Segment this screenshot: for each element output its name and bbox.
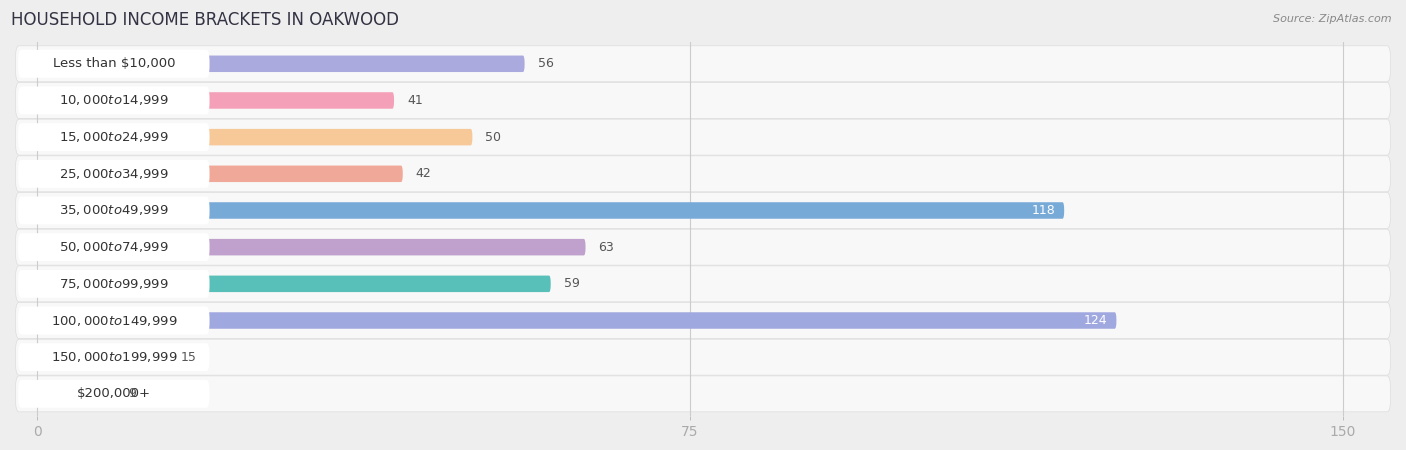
FancyBboxPatch shape <box>37 166 402 182</box>
Text: 124: 124 <box>1084 314 1108 327</box>
FancyBboxPatch shape <box>15 46 1391 82</box>
Text: 41: 41 <box>408 94 423 107</box>
FancyBboxPatch shape <box>18 270 209 298</box>
Text: $200,000+: $200,000+ <box>77 387 150 400</box>
Text: 42: 42 <box>416 167 432 180</box>
Text: $10,000 to $14,999: $10,000 to $14,999 <box>59 94 169 108</box>
FancyBboxPatch shape <box>18 86 209 114</box>
FancyBboxPatch shape <box>18 380 209 408</box>
FancyBboxPatch shape <box>15 266 1391 302</box>
Text: $150,000 to $199,999: $150,000 to $199,999 <box>51 350 177 364</box>
FancyBboxPatch shape <box>37 349 167 365</box>
FancyBboxPatch shape <box>15 119 1391 155</box>
FancyBboxPatch shape <box>37 55 524 72</box>
FancyBboxPatch shape <box>18 123 209 151</box>
FancyBboxPatch shape <box>15 156 1391 192</box>
FancyBboxPatch shape <box>37 275 551 292</box>
Text: 9: 9 <box>128 387 136 400</box>
Text: 50: 50 <box>485 130 502 144</box>
FancyBboxPatch shape <box>15 376 1391 412</box>
Text: $50,000 to $74,999: $50,000 to $74,999 <box>59 240 169 254</box>
Text: $25,000 to $34,999: $25,000 to $34,999 <box>59 167 169 181</box>
Text: 59: 59 <box>564 277 579 290</box>
FancyBboxPatch shape <box>18 343 209 371</box>
Text: 15: 15 <box>181 351 197 364</box>
FancyBboxPatch shape <box>15 229 1391 265</box>
FancyBboxPatch shape <box>37 92 394 109</box>
FancyBboxPatch shape <box>18 160 209 188</box>
FancyBboxPatch shape <box>37 129 472 145</box>
FancyBboxPatch shape <box>18 197 209 225</box>
Text: HOUSEHOLD INCOME BRACKETS IN OAKWOOD: HOUSEHOLD INCOME BRACKETS IN OAKWOOD <box>11 11 399 29</box>
FancyBboxPatch shape <box>15 193 1391 229</box>
FancyBboxPatch shape <box>18 50 209 78</box>
Text: 63: 63 <box>599 241 614 254</box>
Text: $35,000 to $49,999: $35,000 to $49,999 <box>59 203 169 217</box>
FancyBboxPatch shape <box>15 339 1391 375</box>
FancyBboxPatch shape <box>18 306 209 334</box>
FancyBboxPatch shape <box>15 82 1391 118</box>
FancyBboxPatch shape <box>37 386 115 402</box>
Text: Source: ZipAtlas.com: Source: ZipAtlas.com <box>1274 14 1392 23</box>
Text: Less than $10,000: Less than $10,000 <box>52 57 176 70</box>
Text: $75,000 to $99,999: $75,000 to $99,999 <box>59 277 169 291</box>
Text: $15,000 to $24,999: $15,000 to $24,999 <box>59 130 169 144</box>
FancyBboxPatch shape <box>37 312 1116 329</box>
FancyBboxPatch shape <box>37 239 585 256</box>
FancyBboxPatch shape <box>37 202 1064 219</box>
Text: 56: 56 <box>537 57 554 70</box>
FancyBboxPatch shape <box>18 233 209 261</box>
Text: $100,000 to $149,999: $100,000 to $149,999 <box>51 314 177 328</box>
FancyBboxPatch shape <box>15 302 1391 338</box>
Text: 118: 118 <box>1032 204 1056 217</box>
